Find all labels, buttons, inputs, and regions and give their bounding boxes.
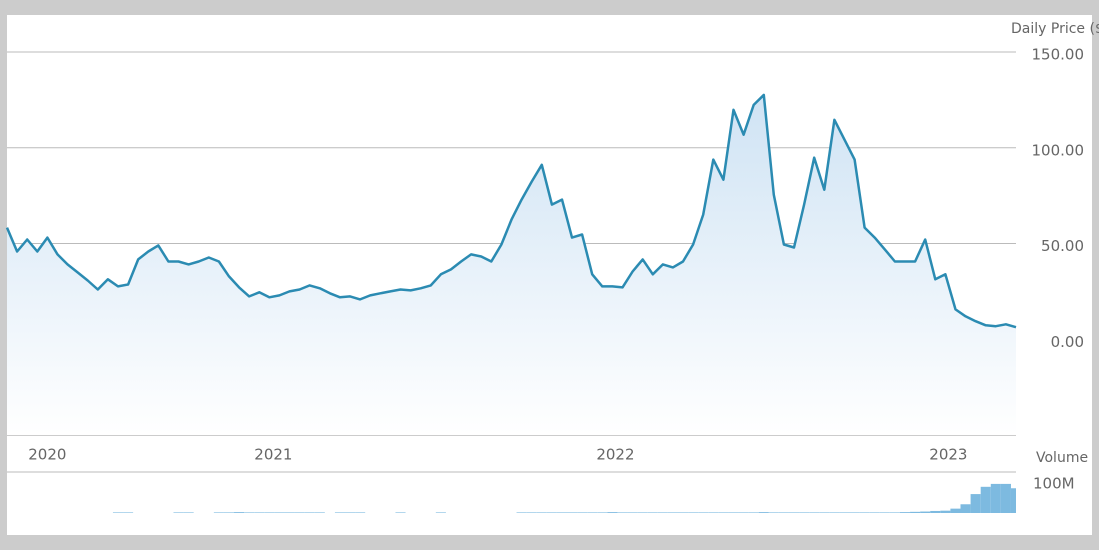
volume-bar: [546, 512, 557, 513]
volume-bar: [708, 512, 719, 513]
volume-bar: [718, 512, 729, 513]
volume-bar: [920, 511, 931, 513]
volume-bar: [556, 512, 567, 513]
volume-bar: [264, 512, 275, 513]
volume-bar: [688, 512, 699, 513]
volume-bar: [526, 512, 537, 513]
volume-bar: [213, 512, 224, 513]
volume-bar: [849, 512, 860, 513]
volume-bar: [566, 512, 578, 513]
volume-bar: [657, 512, 668, 513]
y-tick-label: 0.00: [1051, 333, 1084, 351]
volume-bar: [627, 512, 638, 513]
volume-bar: [334, 512, 346, 513]
volume-bar: [597, 512, 608, 513]
price-line: [5, 93, 1017, 329]
x-tick-label: 2022: [596, 446, 634, 464]
volume-bar: [698, 512, 709, 513]
volume-bar: [809, 512, 820, 513]
volume-bar: [284, 512, 295, 513]
volume-bar: [990, 483, 1001, 513]
volume-bar: [788, 512, 800, 513]
volume-bar: [819, 512, 830, 513]
volume-bar: [294, 512, 305, 513]
volume-bar: [910, 511, 921, 513]
volume-bar: [758, 512, 769, 513]
volume-bar: [314, 512, 325, 513]
y-tick-label: 100.00: [1032, 141, 1085, 159]
volume-bar: [1010, 488, 1016, 513]
volume-bar: [112, 512, 124, 513]
volume-bar: [869, 512, 880, 513]
volume-bar: [536, 512, 547, 513]
volume-bar: [516, 512, 527, 513]
x-tick-label: 2020: [28, 446, 66, 464]
volume-bar: [183, 512, 194, 513]
volume-bar: [728, 512, 739, 513]
volume-bar: [940, 510, 951, 513]
volume-bar: [607, 512, 618, 513]
volume-bar: [748, 512, 759, 513]
volume-bar: [647, 512, 658, 513]
volume-bar: [223, 512, 235, 513]
volume-axis-title: Volume: [1036, 450, 1088, 466]
volume-tick-label: 100M: [1033, 474, 1075, 492]
volume-bar: [839, 512, 850, 513]
volume-bar: [768, 512, 779, 513]
price-axis-title: Daily Price ($: [1011, 21, 1099, 37]
volume-bar: [950, 508, 961, 513]
volume-bar: [123, 512, 134, 513]
volume-bar: [617, 512, 628, 513]
volume-bar: [677, 512, 689, 513]
volume-bar: [234, 512, 245, 513]
volume-bar: [778, 512, 789, 513]
volume-bar: [667, 512, 678, 513]
volume-bar: [637, 512, 648, 513]
volume-bar: [435, 512, 446, 513]
volume-bar: [799, 512, 810, 513]
volume-bar: [980, 486, 991, 513]
volume-bar: [930, 510, 941, 513]
volume-bar: [355, 512, 366, 513]
volume-bar: [395, 512, 406, 513]
volume-bar: [829, 512, 840, 513]
volume-bar: [254, 512, 265, 513]
x-tick-label: 2023: [929, 446, 967, 464]
volume-bar: [587, 512, 598, 513]
volume-bar: [304, 512, 315, 513]
volume-bar: [859, 512, 870, 513]
price-area: [7, 94, 1016, 436]
x-tick-label: 2021: [254, 446, 292, 464]
y-tick-label: 50.00: [1041, 237, 1084, 255]
volume-bar: [244, 512, 255, 513]
volume-bar: [1000, 483, 1011, 513]
volume-bar: [960, 504, 971, 513]
volume-bar: [274, 512, 285, 513]
volume-bar: [577, 512, 588, 513]
volume-bar: [899, 512, 911, 513]
y-tick-label: 150.00: [1032, 46, 1085, 64]
volume-bar: [173, 512, 184, 513]
volume-bar: [345, 512, 356, 513]
volume-bar: [879, 512, 890, 513]
volume-bar: [970, 494, 981, 513]
volume-bar: [738, 512, 749, 513]
volume-bar: [889, 512, 900, 513]
